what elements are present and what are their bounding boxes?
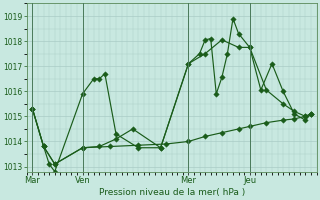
X-axis label: Pression niveau de la mer( hPa ): Pression niveau de la mer( hPa ) — [99, 188, 245, 197]
